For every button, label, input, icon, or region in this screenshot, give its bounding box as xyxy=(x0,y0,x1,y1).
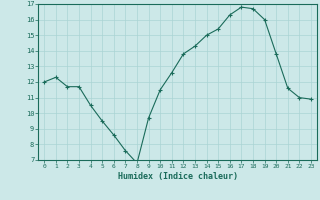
X-axis label: Humidex (Indice chaleur): Humidex (Indice chaleur) xyxy=(118,172,238,181)
